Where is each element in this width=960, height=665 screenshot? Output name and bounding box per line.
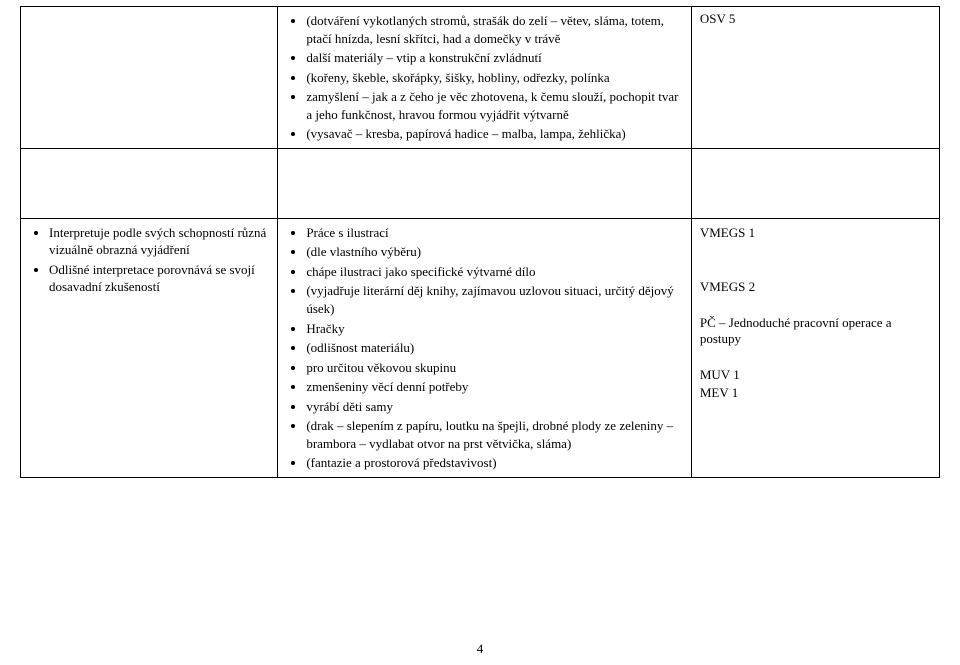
list-item: zamyšlení – jak a z čeho je věc zhotoven… — [306, 87, 683, 124]
note-line: MEV 1 — [700, 385, 931, 401]
cell-spacer-c2 — [278, 148, 692, 218]
list-item: Odlišné interpretace porovnává se svojí … — [49, 260, 269, 297]
bullet-list: Interpretuje podle svých schopností různ… — [29, 223, 269, 297]
cell-spacer-c1 — [21, 148, 278, 218]
list-item: vyrábí děti samy — [306, 397, 683, 417]
list-item: chápe ilustraci jako specifické výtvarné… — [306, 262, 683, 282]
table-row: (dotváření vykotlaných stromů, strašák d… — [21, 7, 940, 149]
list-item: (kořeny, škeble, skořápky, šišky, hoblin… — [306, 68, 683, 88]
list-item: (drak – slepením z papíru, loutku na špe… — [306, 416, 683, 453]
list-item: další materiály – vtip a konstrukční zvl… — [306, 48, 683, 68]
list-item: (dle vlastního výběru) — [306, 242, 683, 262]
cell-spacer-c3 — [691, 148, 939, 218]
list-item: (odlišnost materiálu) — [306, 338, 683, 358]
note-text: OSV 5 — [700, 11, 736, 26]
note-line: VMEGS 2 — [700, 279, 931, 295]
list-item: Práce s ilustrací — [306, 223, 683, 243]
note-line — [700, 297, 931, 313]
list-item: (vysavač – kresba, papírová hadice – mal… — [306, 124, 683, 144]
note-line: MUV 1 — [700, 367, 931, 383]
spacer-row — [21, 148, 940, 218]
list-item: zmenšeniny věcí denní potřeby — [306, 377, 683, 397]
note-line: PČ – Jednoduché pracovní operace a postu… — [700, 315, 931, 347]
table-row: Interpretuje podle svých schopností různ… — [21, 218, 940, 477]
cell-r2c2: Práce s ilustrací (dle vlastního výběru)… — [278, 218, 692, 477]
cell-r2c1: Interpretuje podle svých schopností různ… — [21, 218, 278, 477]
cell-r1c1 — [21, 7, 278, 149]
list-item: pro určitou věkovou skupinu — [306, 358, 683, 378]
cell-r1c3: OSV 5 — [691, 7, 939, 149]
list-item: (dotváření vykotlaných stromů, strašák d… — [306, 11, 683, 48]
bullet-list: Práce s ilustrací (dle vlastního výběru)… — [286, 223, 683, 473]
cell-r2c3: VMEGS 1 VMEGS 2 PČ – Jednoduché pracovní… — [691, 218, 939, 477]
list-item: Hračky — [306, 319, 683, 339]
list-item: (vyjadřuje literární děj knihy, zajímavo… — [306, 281, 683, 318]
document-table: (dotváření vykotlaných stromů, strašák d… — [20, 6, 940, 478]
note-line — [700, 261, 931, 277]
list-item: Interpretuje podle svých schopností různ… — [49, 223, 269, 260]
note-line — [700, 349, 931, 365]
list-item: (fantazie a prostorová představivost) — [306, 453, 683, 473]
page-number: 4 — [0, 641, 960, 657]
bullet-list: (dotváření vykotlaných stromů, strašák d… — [286, 11, 683, 144]
cell-r1c2: (dotváření vykotlaných stromů, strašák d… — [278, 7, 692, 149]
note-line — [700, 243, 931, 259]
note-line: VMEGS 1 — [700, 225, 931, 241]
